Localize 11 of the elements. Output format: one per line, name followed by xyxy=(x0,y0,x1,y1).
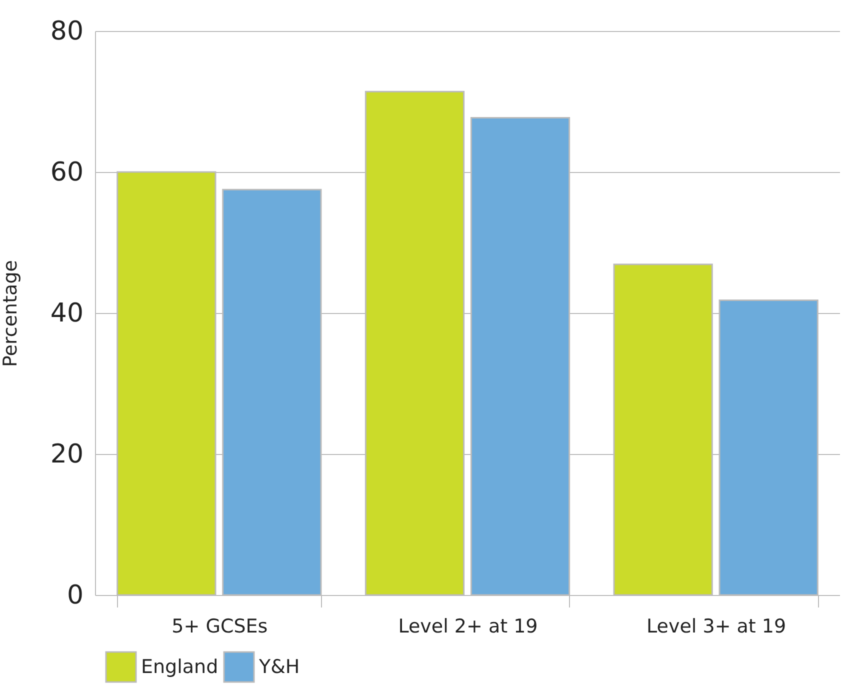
y-tick-label: 20 xyxy=(50,440,84,470)
legend-label: England xyxy=(141,656,218,678)
y-tick-label: 60 xyxy=(50,158,84,188)
legend-label: Y&H xyxy=(258,656,300,678)
y-tick-label: 0 xyxy=(66,580,84,610)
x-tick-label: Level 3+ at 19 xyxy=(646,616,786,638)
x-tick-label: Level 2+ at 19 xyxy=(398,616,538,638)
y-axis-title: Percentage xyxy=(0,260,22,367)
x-tick-label: 5+ GCSEs xyxy=(172,616,268,638)
y-tick-label: 40 xyxy=(50,298,84,328)
y-tick-label: 80 xyxy=(50,16,84,46)
